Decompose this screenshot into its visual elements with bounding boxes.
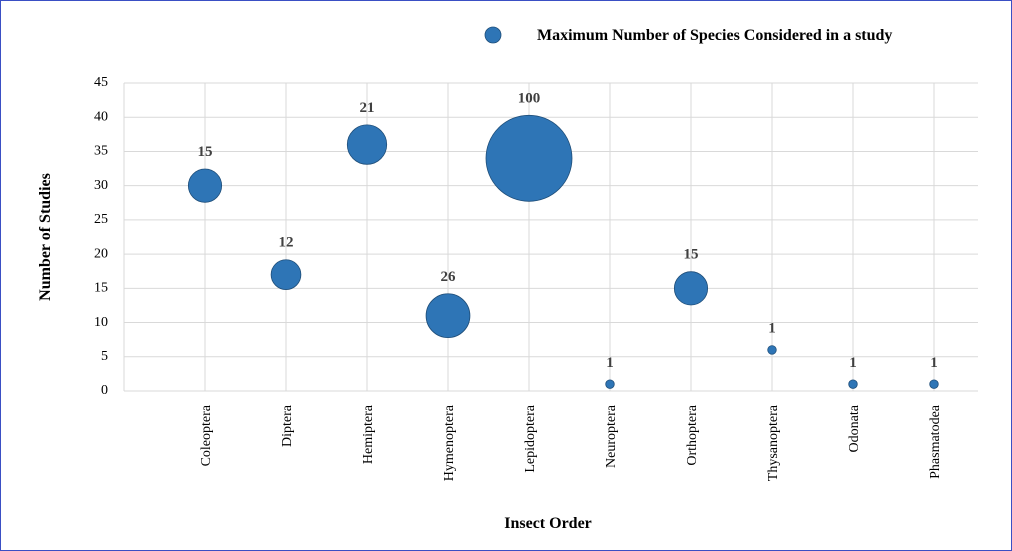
y-tick-label: 45: [94, 75, 108, 90]
data-label: 15: [198, 144, 213, 160]
y-tick-label: 5: [101, 349, 108, 364]
bubble: [848, 379, 858, 389]
bubble: [767, 345, 777, 355]
y-tick-label: 0: [101, 383, 108, 398]
bubble: [485, 114, 573, 202]
data-label: 1: [849, 355, 857, 371]
data-label: 26: [441, 269, 457, 285]
bubble: [346, 124, 388, 165]
x-tick-label: Hemiptera: [361, 404, 376, 464]
x-tick-label: Lepidoptera: [523, 404, 538, 472]
data-label: 12: [279, 235, 294, 251]
data-label: 100: [518, 90, 541, 106]
y-tick-label: 25: [94, 212, 108, 227]
bubble: [605, 379, 615, 389]
y-tick-label: 20: [94, 246, 108, 261]
data-label: 21: [360, 100, 375, 116]
x-axis-title: Insect Order: [504, 515, 592, 532]
y-axis-title: Number of Studies: [37, 173, 54, 301]
x-tick-label: Coleoptera: [199, 404, 214, 466]
data-label: 1: [768, 321, 776, 337]
data-label: 1: [930, 355, 938, 371]
x-tick-label: Diptera: [280, 404, 295, 447]
y-tick-label: 40: [94, 109, 108, 124]
y-tick-label: 30: [94, 178, 108, 193]
bubble: [673, 271, 709, 306]
legend-label: Maximum Number of Species Considered in …: [537, 27, 892, 44]
data-label: 1: [606, 355, 614, 371]
bubble: [270, 259, 302, 290]
x-tick-label: Hymenoptera: [442, 404, 457, 481]
bubble: [187, 168, 223, 203]
bubble: [425, 293, 471, 339]
y-tick-label: 35: [94, 144, 108, 159]
x-tick-label: Neuroptera: [604, 404, 619, 468]
bubble: [929, 379, 939, 389]
x-tick-label: Odonata: [847, 404, 862, 452]
legend-marker: [484, 26, 502, 44]
data-label: 15: [684, 247, 699, 263]
y-tick-label: 10: [94, 315, 108, 330]
x-tick-label: Phasmatodea: [928, 404, 943, 479]
x-tick-label: Orthoptera: [685, 404, 700, 465]
x-tick-label: Thysanoptera: [766, 404, 781, 481]
y-tick-label: 15: [94, 281, 108, 296]
